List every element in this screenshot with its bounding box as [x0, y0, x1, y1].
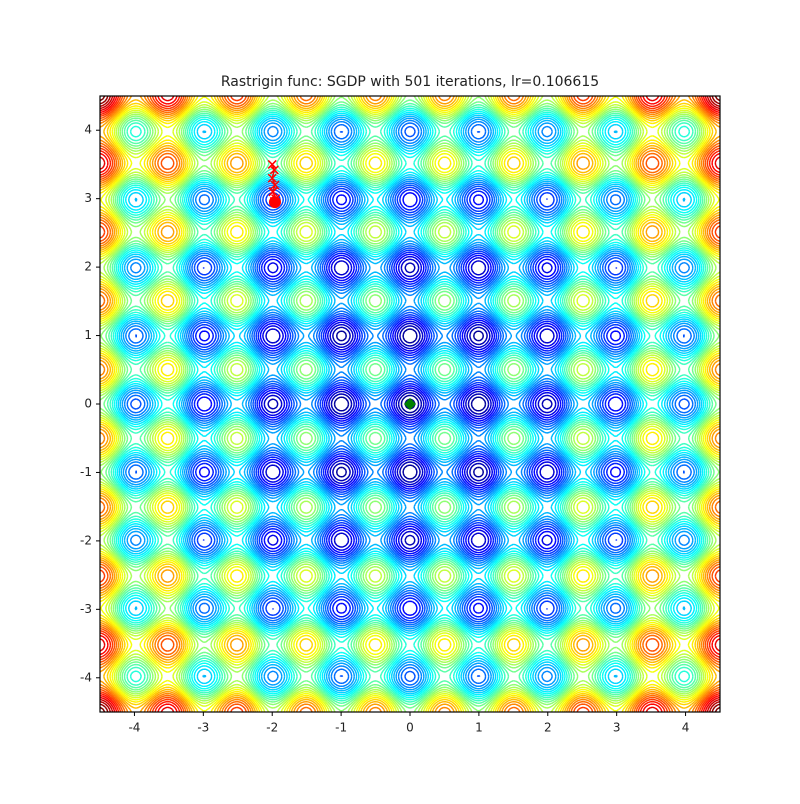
contour-line — [113, 109, 707, 699]
contour-line — [100, 96, 720, 712]
y-tick-label: 1 — [84, 328, 92, 342]
contour-line — [100, 96, 720, 712]
contour-line — [100, 96, 720, 712]
x-tick-label: 4 — [682, 721, 690, 735]
contour-line — [100, 96, 720, 712]
contour-line — [115, 111, 705, 697]
contour-line — [117, 113, 703, 695]
contour-line — [100, 96, 720, 712]
contour-line — [100, 96, 720, 712]
contour-line — [100, 96, 720, 712]
contour-line — [100, 96, 720, 712]
contour-line — [260, 255, 560, 553]
chart-title: Rastrigin func: SGDP with 501 iterations… — [221, 74, 599, 90]
contour-line — [100, 96, 720, 712]
x-tick-label: -1 — [335, 721, 347, 735]
contour-line — [191, 186, 629, 622]
contour-line — [126, 122, 694, 686]
contour-line — [267, 262, 553, 546]
contour-line — [100, 96, 720, 712]
y-tick-label: 3 — [84, 191, 92, 205]
contour-line — [121, 117, 699, 691]
contour-line — [130, 125, 690, 683]
contour-line — [100, 96, 720, 712]
trajectory-point — [267, 173, 277, 183]
y-tick-label: 2 — [84, 260, 92, 274]
y-tick-label: -2 — [80, 533, 92, 547]
trajectory-point — [267, 159, 277, 169]
contour-line — [263, 258, 557, 550]
contour-line — [100, 96, 720, 712]
contour-line — [123, 119, 697, 689]
contour-line — [100, 96, 720, 712]
contour-line — [109, 105, 711, 703]
contour-line — [119, 115, 701, 693]
y-tick-label: -1 — [80, 465, 92, 479]
contour-line — [100, 96, 720, 712]
x-tick-label: -2 — [266, 721, 278, 735]
x-tick-label: -3 — [197, 721, 209, 735]
x-tick-label: 3 — [613, 721, 621, 735]
y-tick-label: -3 — [80, 602, 92, 616]
y-tick-label: 4 — [84, 123, 92, 137]
trajectory-point — [270, 180, 280, 190]
y-tick-label: 0 — [84, 397, 92, 411]
contour-line — [103, 99, 717, 709]
x-tick-label: 2 — [544, 721, 552, 735]
contour-line — [111, 107, 709, 701]
contour-line — [196, 192, 624, 616]
contour-line — [106, 102, 714, 706]
y-tick-label: -4 — [80, 670, 92, 684]
trajectory-end — [268, 196, 281, 209]
contour-line — [100, 96, 720, 712]
trajectory-point — [269, 165, 279, 175]
contour-line — [100, 96, 720, 712]
contour-line — [333, 328, 487, 480]
x-tick-label: 0 — [406, 721, 414, 735]
plot-area — [100, 96, 720, 712]
contour-line — [193, 189, 627, 619]
minimum-marker — [404, 398, 416, 410]
contour-line — [100, 96, 720, 712]
x-tick-label: -4 — [128, 721, 140, 735]
trajectory-point — [268, 187, 278, 197]
x-tick-label: 1 — [475, 721, 483, 735]
contour-line — [100, 96, 720, 712]
